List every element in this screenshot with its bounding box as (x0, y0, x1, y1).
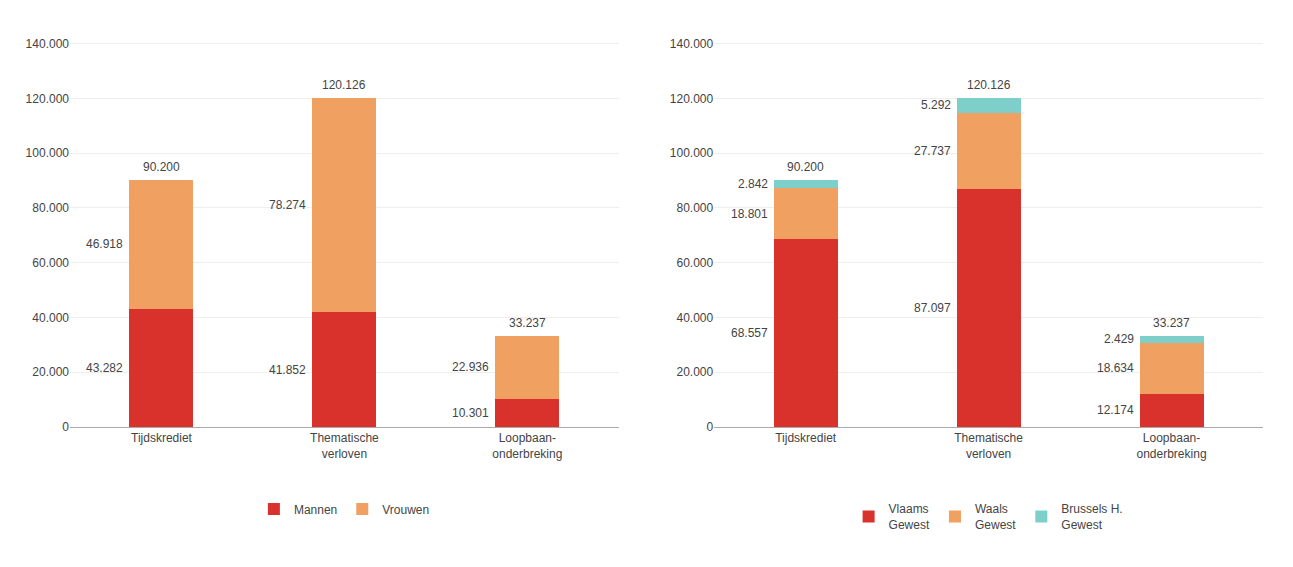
svg-text:120.126: 120.126 (322, 78, 366, 92)
svg-text:87.097: 87.097 (914, 301, 951, 315)
svg-text:90.200: 90.200 (787, 160, 824, 174)
svg-text:Thematischeverloven: Thematischeverloven (954, 431, 1023, 461)
svg-text:22.936: 22.936 (452, 360, 489, 374)
svg-text:100.000: 100.000 (26, 146, 70, 160)
svg-text:Tijdskrediet: Tijdskrediet (131, 431, 193, 445)
svg-text:18.634: 18.634 (1097, 361, 1134, 375)
svg-text:46.918: 46.918 (86, 237, 123, 251)
svg-text:78.274: 78.274 (269, 198, 306, 212)
svg-text:10.301: 10.301 (452, 406, 489, 420)
svg-text:68.557: 68.557 (731, 326, 768, 340)
svg-text:80.000: 80.000 (32, 201, 69, 215)
svg-text:18.801: 18.801 (731, 207, 768, 221)
svg-text:20.000: 20.000 (32, 365, 69, 379)
svg-text:Mannen: Mannen (294, 503, 337, 517)
svg-text:60.000: 60.000 (677, 256, 714, 270)
svg-text:120.126: 120.126 (967, 78, 1011, 92)
svg-text:41.852: 41.852 (269, 363, 306, 377)
svg-text:27.737: 27.737 (914, 144, 951, 158)
svg-text:VlaamsGewest: VlaamsGewest (889, 502, 930, 532)
svg-text:Loopbaan-onderbreking: Loopbaan-onderbreking (1137, 431, 1207, 461)
svg-text:40.000: 40.000 (32, 311, 69, 325)
svg-text:140.000: 140.000 (26, 37, 70, 51)
svg-text:Thematischeverloven: Thematischeverloven (310, 431, 379, 461)
svg-text:60.000: 60.000 (32, 256, 69, 270)
svg-text:100.000: 100.000 (670, 146, 714, 160)
svg-text:Tijdskrediet: Tijdskrediet (775, 431, 837, 445)
svg-text:43.282: 43.282 (86, 361, 123, 375)
svg-text:Brussels H.Gewest: Brussels H.Gewest (1061, 502, 1122, 532)
svg-text:0: 0 (62, 420, 69, 434)
svg-text:80.000: 80.000 (677, 201, 714, 215)
svg-text:140.000: 140.000 (670, 37, 714, 51)
svg-text:33.237: 33.237 (1153, 316, 1190, 330)
svg-text:0: 0 (707, 420, 714, 434)
svg-text:Vrouwen: Vrouwen (382, 503, 429, 517)
svg-text:WaalsGewest: WaalsGewest (975, 502, 1016, 532)
svg-text:20.000: 20.000 (677, 365, 714, 379)
svg-text:Loopbaan-onderbreking: Loopbaan-onderbreking (492, 431, 562, 461)
svg-text:90.200: 90.200 (143, 160, 180, 174)
svg-text:120.000: 120.000 (26, 92, 70, 106)
svg-text:2.842: 2.842 (738, 177, 768, 191)
svg-text:120.000: 120.000 (670, 92, 714, 106)
svg-text:12.174: 12.174 (1097, 403, 1134, 417)
svg-text:2.429: 2.429 (1104, 332, 1134, 346)
svg-text:33.237: 33.237 (509, 316, 546, 330)
svg-text:5.292: 5.292 (921, 98, 951, 112)
svg-text:40.000: 40.000 (677, 311, 714, 325)
